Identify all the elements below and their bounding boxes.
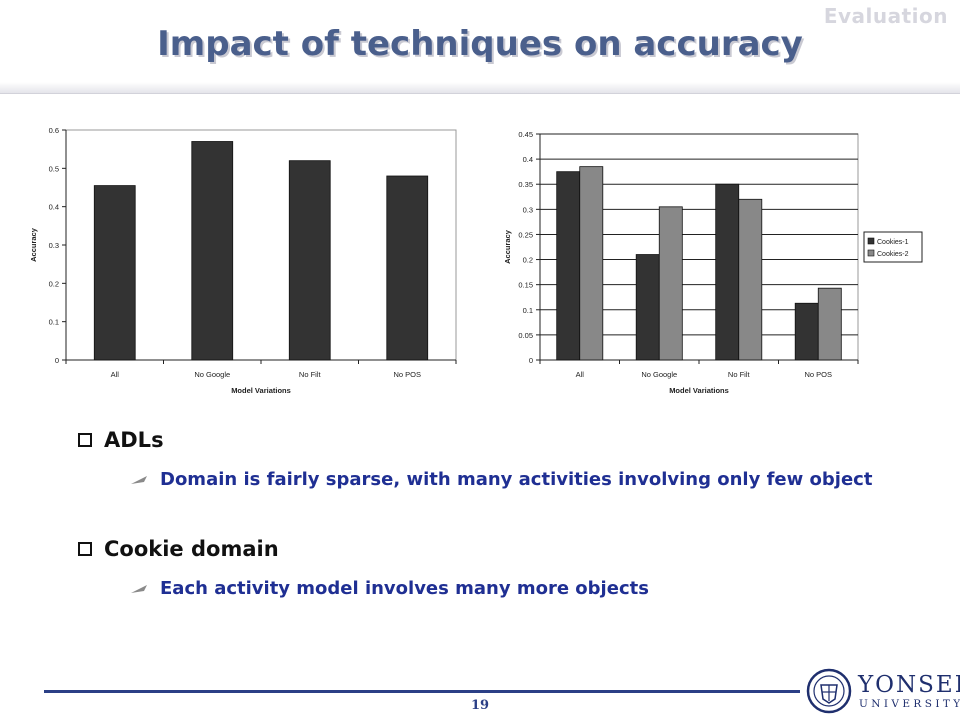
footer-divider [44, 690, 800, 693]
sub-bullet-adls: Domain is fairly sparse, with many activ… [130, 466, 898, 493]
x-tick-label: No POS [804, 370, 832, 379]
logo-wordmark: YONSEI [858, 672, 960, 698]
legend-box [863, 231, 923, 263]
checkbox-bullet-icon [78, 433, 92, 447]
x-tick-label: No Filt [728, 370, 751, 379]
y-tick-label: 0.15 [518, 281, 533, 290]
y-axis-label: Accuracy [29, 227, 38, 262]
sub-bullet-text: Domain is fairly sparse, with many activ… [160, 469, 873, 490]
bar [658, 206, 683, 361]
sub-bullet-cookie: Each activity model involves many more o… [130, 575, 898, 602]
y-tick-label: 0.1 [49, 318, 59, 327]
y-tick-label: 0.45 [518, 130, 533, 139]
y-tick-label: 0 [529, 356, 533, 365]
bar [817, 287, 842, 361]
y-tick-label: 0 [55, 356, 59, 365]
bar [738, 198, 763, 361]
y-tick-label: 0.05 [518, 331, 533, 340]
feather-bullet-icon [131, 585, 147, 593]
title-divider [0, 82, 960, 94]
bar [715, 183, 740, 361]
university-logo: YONSEI UNIVERSITY [806, 668, 960, 716]
y-axis-label: Accuracy [503, 229, 512, 264]
legend-label: Cookies-1 [877, 239, 909, 246]
bullet-heading: Cookie domain [104, 537, 279, 561]
slide-title: Impact of techniques on accuracy [157, 24, 803, 64]
y-tick-label: 0.2 [523, 256, 533, 265]
sub-bullet-text: Each activity model involves many more o… [160, 578, 649, 599]
legend-swatch [867, 237, 875, 245]
y-tick-label: 0.35 [518, 180, 533, 189]
bar [191, 141, 234, 361]
bar [556, 171, 581, 361]
y-tick-label: 0.4 [49, 203, 59, 212]
bar [635, 254, 660, 361]
checkbox-bullet-icon [78, 542, 92, 556]
bar [794, 302, 819, 361]
x-tick-label: No POS [393, 370, 421, 379]
bar [93, 185, 136, 361]
x-tick-label: No Filt [299, 370, 322, 379]
section-label: Evaluation [823, 4, 948, 28]
feather-bullet-icon [131, 476, 147, 484]
bar [288, 160, 331, 361]
bar [386, 175, 429, 361]
y-tick-label: 0.6 [49, 126, 59, 135]
bar [579, 166, 604, 361]
x-axis-label: Model Variations [669, 386, 729, 395]
x-axis-label: Model Variations [231, 386, 291, 395]
legend-swatch [867, 249, 875, 257]
legend-label: Cookies-2 [877, 251, 909, 258]
chart-adls-accuracy: 0 0.1 0.2 0.3 0.4 0.5 0.6 All No Google No Filt No… [28, 120, 468, 400]
bullet-adls: ADLs [78, 428, 898, 452]
y-tick-label: 0.5 [49, 164, 59, 173]
bullet-list: ADLs Domain is fairly sparse, with many … [78, 428, 898, 602]
y-tick-label: 0.4 [523, 155, 533, 164]
chart-cookie-accuracy: 0 0.05 0.1 0.15 0.2 0.25 0.3 0.35 0.4 0.45 All No G… [492, 120, 932, 400]
x-tick-label: All [111, 370, 120, 379]
x-tick-label: No Google [194, 370, 230, 379]
bullet-heading: ADLs [104, 428, 164, 452]
bullet-cookie-domain: Cookie domain [78, 537, 898, 561]
x-tick-label: No Google [641, 370, 677, 379]
y-tick-label: 0.2 [49, 279, 59, 288]
y-tick-label: 0.1 [523, 306, 533, 315]
y-tick-label: 0.3 [523, 205, 533, 214]
university-seal-icon [806, 668, 852, 714]
logo-subtitle: UNIVERSITY [859, 698, 960, 710]
page-number: 19 [470, 698, 490, 713]
x-tick-label: All [576, 370, 585, 379]
y-tick-label: 0.3 [49, 241, 59, 250]
y-tick-label: 0.25 [518, 230, 533, 239]
